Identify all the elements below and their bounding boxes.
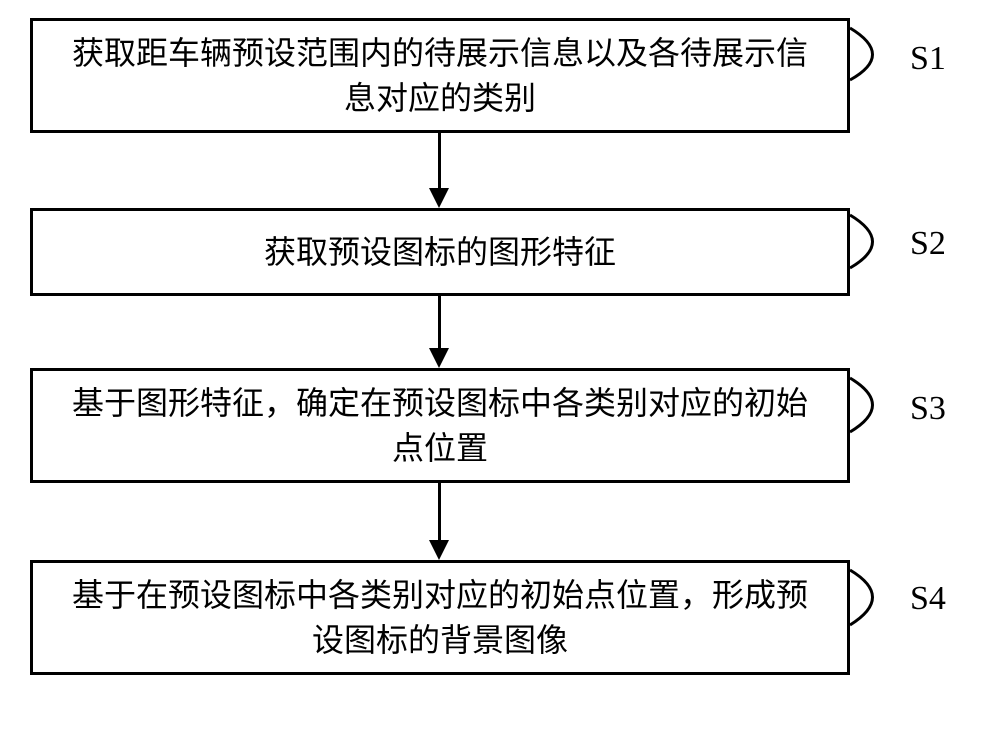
step-label-s3: S3 bbox=[910, 390, 946, 428]
step-label-s1: S1 bbox=[910, 40, 946, 78]
step-label-s4: S4 bbox=[910, 580, 946, 618]
label-curve-s1 bbox=[0, 0, 1000, 738]
step-label-s2: S2 bbox=[910, 225, 946, 263]
